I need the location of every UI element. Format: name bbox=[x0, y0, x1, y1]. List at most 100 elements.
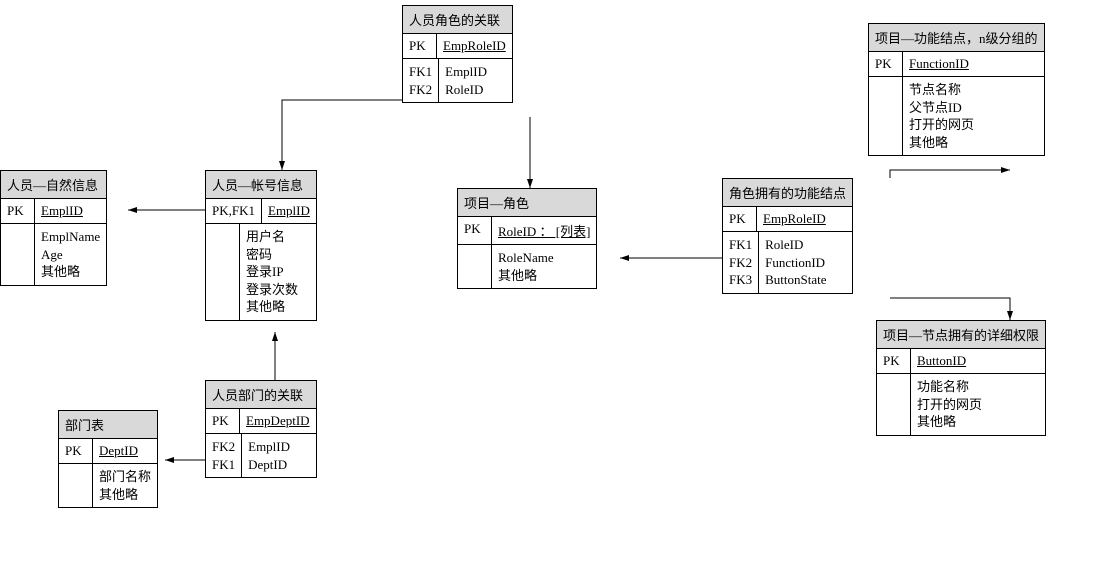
key-line bbox=[7, 228, 28, 246]
pk-key-text: PK bbox=[883, 353, 900, 368]
field-line: 打开的网页 bbox=[917, 396, 1039, 414]
body-fields: EmplID DeptID bbox=[242, 434, 315, 477]
body-keys bbox=[877, 374, 911, 435]
pk-field-text: ButtonID bbox=[917, 353, 966, 368]
body-fields: 部门名称 其他略 bbox=[93, 464, 157, 507]
edge-rolefunc-to-func bbox=[890, 170, 1010, 178]
field-line: 节点名称 bbox=[909, 81, 1038, 99]
pk-section: PK EmpRoleID bbox=[723, 207, 852, 231]
body-section: 功能名称 打开的网页 其他略 bbox=[877, 373, 1045, 435]
field-line: 功能名称 bbox=[917, 378, 1039, 396]
field-line: RoleID bbox=[445, 81, 506, 99]
body-fields: EmplName Age 其他略 bbox=[35, 224, 106, 285]
entity-title: 人员—帐号信息 bbox=[206, 171, 316, 199]
pk-field: RoleID ： [列表] bbox=[492, 217, 596, 244]
field-line: RoleID bbox=[765, 236, 846, 254]
edge-empl-id-link bbox=[282, 100, 402, 170]
body-section: RoleName 其他略 bbox=[458, 244, 596, 288]
body-keys: FK1 FK2 FK3 bbox=[723, 232, 759, 293]
key-line: FK2 bbox=[212, 438, 235, 456]
field-line: ButtonState bbox=[765, 271, 846, 289]
body-section: 部门名称 其他略 bbox=[59, 463, 157, 507]
pk-key: PK,FK1 bbox=[206, 199, 262, 223]
pk-key: PK bbox=[723, 207, 757, 231]
pk-field: EmpDeptID bbox=[240, 409, 316, 433]
pk-section: PK FunctionID bbox=[869, 52, 1044, 76]
entity-title: 角色拥有的功能结点 bbox=[723, 179, 852, 207]
field-line: 其他略 bbox=[909, 134, 1038, 152]
pk-section: PK EmpRoleID bbox=[403, 34, 512, 58]
field-line: 密码 bbox=[246, 246, 310, 264]
key-line bbox=[65, 468, 86, 486]
body-fields: 功能名称 打开的网页 其他略 bbox=[911, 374, 1045, 435]
entity-emp-dept-link: 人员部门的关联 PK EmpDeptID FK2 FK1 EmplID Dept… bbox=[205, 380, 317, 478]
body-keys: FK2 FK1 bbox=[206, 434, 242, 477]
pk-key-text: PK bbox=[212, 413, 229, 428]
body-keys bbox=[59, 464, 93, 507]
entity-department: 部门表 PK DeptID 部门名称 其他略 bbox=[58, 410, 158, 508]
er-canvas: 人员角色的关联 PK EmpRoleID FK1 FK2 EmplID Role… bbox=[0, 0, 1118, 561]
entity-emp-role-link: 人员角色的关联 PK EmpRoleID FK1 FK2 EmplID Role… bbox=[402, 5, 513, 103]
pk-field-text: RoleID ： [列表] bbox=[498, 224, 590, 239]
entity-person-natural: 人员—自然信息 PK EmplID EmplName Age 其他略 bbox=[0, 170, 107, 286]
body-fields: 节点名称 父节点ID 打开的网页 其他略 bbox=[903, 77, 1044, 155]
entity-person-account: 人员—帐号信息 PK,FK1 EmplID 用户名 密码 登录IP 登录次数 其… bbox=[205, 170, 317, 321]
body-keys bbox=[869, 77, 903, 155]
body-section: FK1 FK2 FK3 RoleID FunctionID ButtonStat… bbox=[723, 231, 852, 293]
pk-field: EmpRoleID bbox=[757, 207, 852, 231]
body-fields: 用户名 密码 登录IP 登录次数 其他略 bbox=[240, 224, 316, 320]
pk-field: DeptID bbox=[93, 439, 157, 463]
pk-field-text: EmpRoleID bbox=[763, 211, 826, 226]
pk-field: EmpRoleID bbox=[437, 34, 512, 58]
pk-field-text: EmpDeptID bbox=[246, 413, 310, 428]
pk-key-text: PK bbox=[464, 221, 481, 236]
pk-field: FunctionID bbox=[903, 52, 1044, 76]
pk-key: PK bbox=[1, 199, 35, 223]
body-section: 用户名 密码 登录IP 登录次数 其他略 bbox=[206, 223, 316, 320]
pk-key: PK bbox=[206, 409, 240, 433]
pk-section: PK EmplID bbox=[1, 199, 106, 223]
entity-title: 人员部门的关联 bbox=[206, 381, 316, 409]
pk-key-text: PK,FK1 bbox=[212, 203, 255, 218]
edge-rolefunc-to-button bbox=[890, 298, 1010, 320]
pk-field: ButtonID bbox=[911, 349, 1045, 373]
pk-key-text: PK bbox=[729, 211, 746, 226]
body-section: 节点名称 父节点ID 打开的网页 其他略 bbox=[869, 76, 1044, 155]
entity-role-function: 角色拥有的功能结点 PK EmpRoleID FK1 FK2 FK3 RoleI… bbox=[722, 178, 853, 294]
pk-section: PK DeptID bbox=[59, 439, 157, 463]
key-line: FK3 bbox=[729, 271, 752, 289]
field-line: FunctionID bbox=[765, 254, 846, 272]
body-fields: RoleName 其他略 bbox=[492, 245, 596, 288]
pk-field-text: EmpRoleID bbox=[443, 38, 506, 53]
pk-key: PK bbox=[877, 349, 911, 373]
field-line: 打开的网页 bbox=[909, 116, 1038, 134]
field-line: EmplID bbox=[248, 438, 309, 456]
body-keys bbox=[458, 245, 492, 288]
body-fields: EmplID RoleID bbox=[439, 59, 512, 102]
entity-title: 人员—自然信息 bbox=[1, 171, 106, 199]
pk-section: PK RoleID ： [列表] bbox=[458, 217, 596, 244]
pk-key-text: PK bbox=[875, 56, 892, 71]
field-line: 其他略 bbox=[498, 267, 590, 285]
field-line: RoleName bbox=[498, 249, 590, 267]
field-line: 父节点ID bbox=[909, 99, 1038, 117]
field-line: 用户名 bbox=[246, 228, 310, 246]
field-line: 其他略 bbox=[99, 486, 151, 504]
field-line: EmplName bbox=[41, 228, 100, 246]
key-line: FK1 bbox=[212, 456, 235, 474]
pk-section: PK EmpDeptID bbox=[206, 409, 316, 433]
pk-field-text: DeptID bbox=[99, 443, 138, 458]
body-fields: RoleID FunctionID ButtonState bbox=[759, 232, 852, 293]
body-section: FK1 FK2 EmplID RoleID bbox=[403, 58, 512, 102]
pk-key-text: PK bbox=[7, 203, 24, 218]
pk-field-text: EmplID bbox=[268, 203, 310, 218]
field-line: DeptID bbox=[248, 456, 309, 474]
field-line: 其他略 bbox=[246, 298, 310, 316]
body-keys bbox=[206, 224, 240, 320]
key-line: FK2 bbox=[409, 81, 432, 99]
entity-project-function: 项目—功能结点，n级分组的 PK FunctionID 节点名称 父节点ID 打… bbox=[868, 23, 1045, 156]
pk-field-text: EmplID bbox=[41, 203, 83, 218]
pk-key: PK bbox=[59, 439, 93, 463]
pk-field: EmplID bbox=[262, 199, 316, 223]
pk-field: EmplID bbox=[35, 199, 106, 223]
